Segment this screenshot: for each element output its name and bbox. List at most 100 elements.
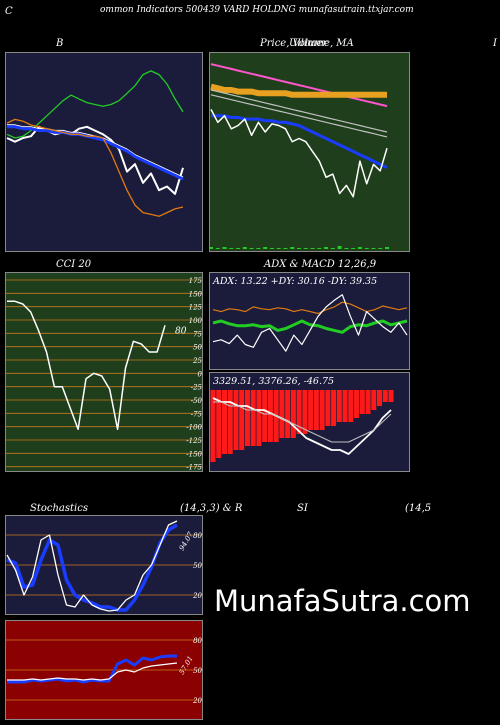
macd-histogram-bar [302, 390, 308, 434]
macd-histogram-bar [227, 390, 233, 454]
price-ma-ma_gray2-line [210, 94, 388, 138]
volume-bar [276, 248, 281, 249]
rsi-rsi_white-line [7, 662, 178, 681]
cci-ytick: -100 [186, 424, 202, 432]
macd-annotation: 3329.51, 3376.26, -46.75 [213, 376, 334, 387]
bollinger-middle-line [7, 125, 184, 181]
stochastics-k_blue-line [6, 523, 178, 612]
adx-chart: ADX: 13.22 +DY: 30.16 -DY: 39.35 [209, 272, 410, 370]
header-title: ommon Indicators 500439 VARD HOLDNG muna… [100, 5, 414, 15]
rsi-ytick: 80 [193, 637, 202, 645]
cci-ytick: 150 [189, 290, 203, 298]
volume-bar [249, 248, 254, 249]
adx-annotation: ADX: 13.22 +DY: 30.16 -DY: 39.35 [212, 276, 377, 287]
cci-ytick: -175 [186, 464, 202, 472]
macd-histogram-bar [359, 390, 365, 414]
price-ma-price-line [210, 109, 388, 198]
volume-bar [209, 247, 213, 249]
macd-histogram-bar [233, 390, 239, 450]
bollinger-chart [5, 52, 203, 252]
cci-ytick: 100 [189, 317, 203, 325]
adx-minus_dy-line [212, 301, 408, 315]
macd-histogram-bar [296, 390, 302, 434]
cci-ytick: 25 [192, 357, 202, 365]
macd-histogram-bar [216, 390, 222, 458]
cci-ytick: 0 [198, 370, 203, 378]
stochastics-ytick: 20 [192, 592, 202, 600]
price-ma-title: Price, Volume, MA [260, 38, 354, 49]
price-ma-ma_orange_band-line [210, 83, 387, 98]
volume-bar [256, 248, 261, 249]
volume-bar [310, 248, 315, 249]
volume-bar [351, 248, 356, 249]
price-ma-title-overlap: Ullimer [289, 38, 328, 49]
macd-histogram-bar [336, 390, 342, 422]
macd-histogram-bar [348, 390, 354, 422]
rsi-ytick: 20 [192, 697, 202, 705]
watermark: MunafaSutra.com [214, 584, 471, 618]
stochastics-ytick: 80 [193, 532, 202, 540]
cci-chart: 175 150 125 100 75 50 25 0 -25 -50 -75 -100 -125 -150… [5, 272, 203, 472]
cci-ytick: -150 [186, 450, 202, 458]
volume-bar [242, 247, 247, 249]
macd-macd-line [212, 397, 392, 455]
macd-histogram-bar [342, 390, 348, 422]
cci-ytick: 125 [189, 304, 203, 312]
stochastics-d_white-line [6, 520, 178, 612]
macd-histogram-bar [279, 390, 285, 438]
macd-histogram-bar [285, 390, 291, 438]
macd-histogram-bar [331, 390, 337, 426]
adx-adx-line [212, 319, 408, 334]
stochastics-ytick: 50 [193, 562, 202, 570]
macd-histogram-bar [308, 390, 314, 430]
cci-bg [5, 272, 203, 472]
volume-bar [303, 248, 308, 249]
volume-bar [330, 248, 335, 249]
volume-bar [222, 247, 227, 249]
volume-bar [364, 248, 369, 249]
volume-bar [337, 246, 342, 249]
cci-ytick: -50 [191, 397, 203, 405]
rsi-title: SI [297, 503, 308, 514]
volume-bar [385, 247, 389, 249]
adx-plus_dy-line [212, 294, 408, 352]
volume-bar [371, 248, 376, 249]
macd-histogram-bar [256, 390, 262, 446]
volume-bar [269, 248, 274, 249]
volume-bar [344, 248, 349, 249]
macd-histogram-bar [210, 390, 216, 462]
macd-histogram-bar [371, 390, 377, 410]
price-ma-bg [209, 52, 410, 252]
volume-bar [229, 248, 234, 249]
cci-line [7, 300, 166, 431]
macd-chart: 3329.51, 3376.26, -46.75 [209, 372, 410, 472]
volume-bar [324, 247, 329, 249]
macd-histogram-bar [365, 390, 371, 414]
volume-bar [283, 248, 288, 249]
macd-histogram-bar [313, 390, 319, 430]
volume-bar [215, 248, 220, 249]
volume-bar [236, 248, 241, 249]
cci-ytick: 175 [189, 277, 203, 285]
macd-histogram-bar [290, 390, 296, 438]
price-ma-ma_blue-line [211, 114, 388, 169]
price-ma-ma_pink-line [210, 63, 388, 108]
macd-histogram-bar [377, 390, 383, 406]
macd-histogram-bar [354, 390, 360, 418]
cci-ytick: -25 [191, 384, 203, 392]
volume-bar [378, 248, 383, 249]
bollinger-bg [5, 52, 203, 252]
macd-histogram-bar [325, 390, 331, 426]
stochastics-title: Stochastics [30, 503, 88, 514]
stochastics-params: (14,3,3) & R [180, 503, 243, 514]
rsi-rsi_blue-line [7, 654, 177, 684]
cci-ytick: -125 [186, 437, 202, 445]
macd-histogram-bar [221, 390, 227, 454]
cci-ytick: -75 [191, 410, 203, 418]
macd-histogram-bar [239, 390, 245, 450]
macd-signal-line [213, 401, 392, 443]
volume-bar [297, 248, 301, 249]
header-right-letter: I [493, 38, 497, 49]
volume-bar [357, 247, 362, 249]
